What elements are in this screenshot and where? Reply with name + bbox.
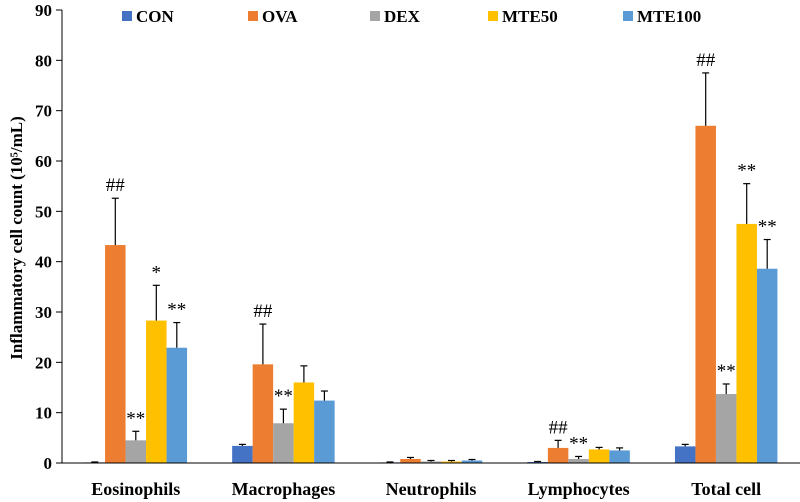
bar [441,461,462,463]
bar [609,450,630,463]
bar [293,382,315,463]
legend-label: MTE50 [502,7,558,26]
bar [314,400,335,463]
y-tick-label: 0 [44,454,53,473]
bar [232,445,253,463]
legend-label: MTE100 [637,7,701,26]
bar [674,446,696,463]
y-axis-label: Inflammatory cell count (10⁵/mL) [7,116,26,360]
legend-label: OVA [262,7,298,26]
bar [695,125,716,464]
x-axis: Eosinophils Macrophages Neutrophils Lymphoc… [62,462,800,499]
legend-swatch [122,11,132,21]
y-tick-label: 60 [35,152,52,171]
bar [715,394,737,463]
y-tick-label: 80 [35,51,52,70]
bar [568,458,589,463]
significance-annotation: ** [167,300,186,321]
significance-annotation: ## [696,50,716,71]
legend-swatch [370,11,380,21]
y-tick-label: 90 [35,1,52,20]
significance-annotation: ## [253,301,273,322]
legend: CON OVA DEX MTE50 MTE100 [122,7,701,26]
legend-swatch [623,11,633,21]
bar [252,364,274,463]
significance-annotation: ** [126,408,145,429]
bar [420,461,442,463]
bar [146,320,167,463]
x-category-label: Macrophages [232,479,336,499]
bar [588,449,610,463]
bar [547,447,569,463]
bar [125,440,147,463]
y-tick-label: 30 [35,303,52,322]
bar [273,423,294,463]
significance-annotation: ** [569,433,588,454]
y-tick-label: 40 [35,253,52,272]
significance-annotation: ## [106,175,126,196]
significance-annotation: * [152,262,162,283]
legend-swatch [248,11,258,21]
significance-annotation: ** [717,361,736,382]
bar [105,245,126,463]
y-tick-label: 20 [35,353,52,372]
bar [736,223,757,463]
legend-swatch [488,11,498,21]
bar [166,347,188,463]
significance-annotation: ** [274,386,293,407]
y-tick-label: 10 [35,404,52,423]
bars-layer: ##***** ##**##**##****** [84,50,778,464]
bar [756,268,778,463]
y-tick-label: 50 [35,202,52,221]
significance-annotation: ** [737,161,756,182]
x-category-label: Lymphocytes [528,479,630,499]
bar [400,458,421,463]
y-tick-label: 70 [35,102,52,121]
x-category-label: Total cell [691,479,761,499]
bar [527,461,548,463]
x-category-label: Neutrophils [386,479,477,499]
x-category-label: Eosinophils [91,479,180,499]
legend-label: DEX [384,7,421,26]
significance-annotation: ** [758,217,777,238]
y-axis: 0 10 20 30 40 50 60 70 80 90 [35,1,63,473]
legend-label: CON [136,7,175,26]
bar [461,460,483,463]
significance-annotation: ## [549,417,569,438]
